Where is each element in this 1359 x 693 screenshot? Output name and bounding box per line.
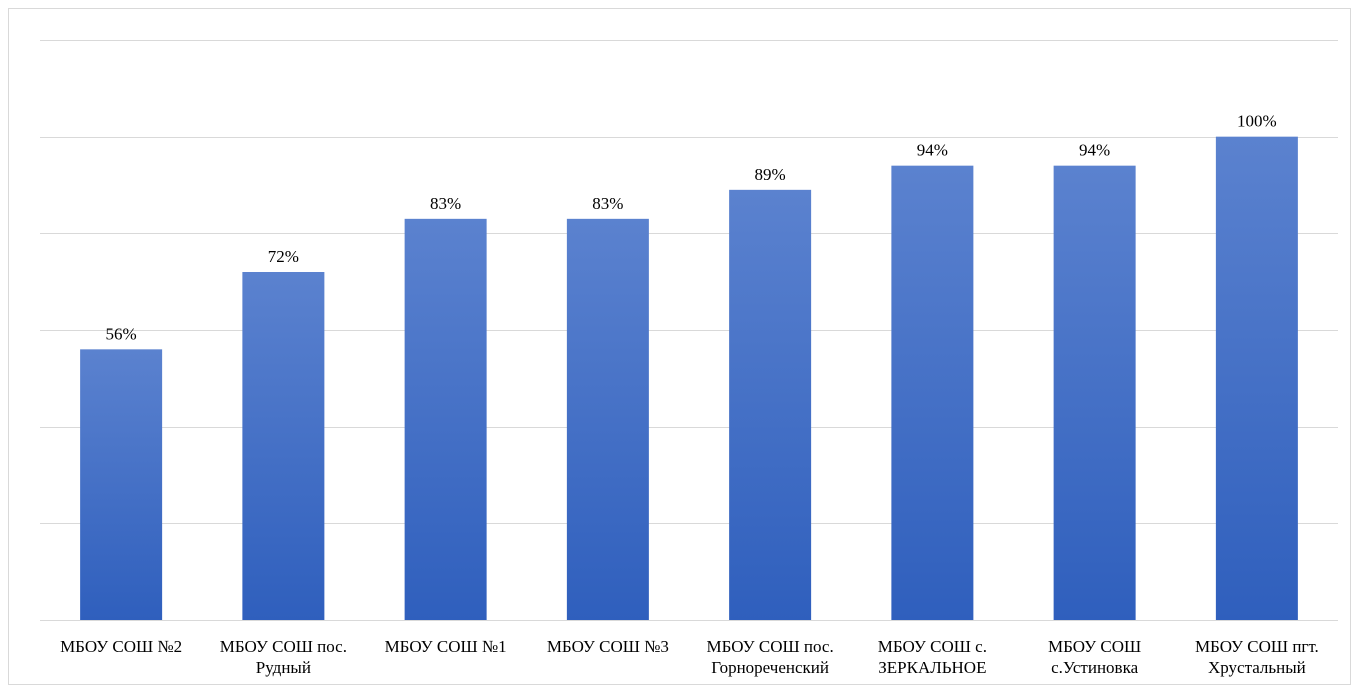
category-label: МБОУ СОШ пос. Горнореченский xyxy=(707,637,834,677)
data-label: 83% xyxy=(430,194,461,213)
category-label: МБОУ СОШ с.Устиновка xyxy=(1048,637,1141,677)
category-label: МБОУ СОШ пос. Рудный xyxy=(220,637,347,677)
bar xyxy=(1053,165,1136,620)
category-label: МБОУ СОШ №3 xyxy=(547,637,669,656)
category-label: МБОУ СОШ №1 xyxy=(385,637,507,656)
bar xyxy=(729,189,812,621)
bar xyxy=(404,218,487,621)
bars xyxy=(80,136,1298,621)
bar xyxy=(891,165,974,620)
data-label: 83% xyxy=(592,194,623,213)
category-labels: МБОУ СОШ №2 МБОУ СОШ пос. Рудный МБОУ СОШ №… xyxy=(60,637,1319,677)
category-label: МБОУ СОШ №2 xyxy=(60,637,182,656)
data-label: 56% xyxy=(106,324,137,343)
data-label: 94% xyxy=(917,141,948,160)
data-label: 100% xyxy=(1237,112,1277,131)
bar xyxy=(1215,136,1298,620)
gridlines xyxy=(40,40,1338,621)
bar xyxy=(242,272,325,620)
bar xyxy=(566,218,649,621)
category-label: МБОУ СОШ пгт. Хрустальный xyxy=(1195,637,1319,677)
data-label: 72% xyxy=(268,247,299,266)
category-label: МБОУ СОШ с. ЗЕРКАЛЬНОЕ xyxy=(878,637,987,677)
data-label: 94% xyxy=(1079,141,1110,160)
data-labels: 56% 72% 83% 83% 89% 94% 94% 100% xyxy=(106,112,1277,344)
data-label: 89% xyxy=(755,165,786,184)
bar xyxy=(80,349,163,620)
